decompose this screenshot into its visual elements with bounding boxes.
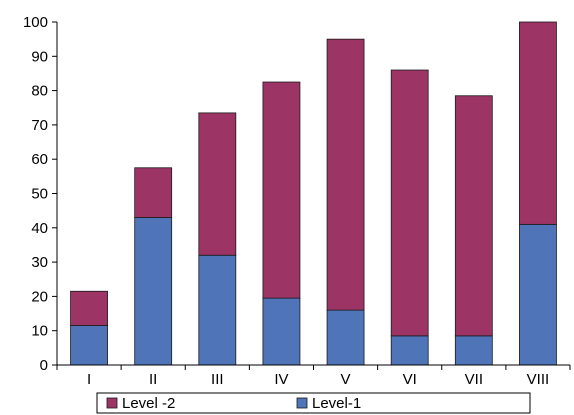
legend-box bbox=[96, 392, 531, 414]
bar-level-2-viii bbox=[519, 21, 557, 225]
x-tick-label: IV bbox=[274, 371, 288, 388]
bar-level-1-iii bbox=[198, 254, 237, 366]
x-tick-label: V bbox=[341, 371, 351, 388]
y-tick-label: 0 bbox=[40, 357, 48, 374]
bar-level-2-ii bbox=[134, 167, 173, 218]
legend-label: Level-1 bbox=[312, 395, 361, 412]
bar-level-2-i bbox=[70, 290, 108, 326]
bar-level-1-ii bbox=[134, 217, 173, 366]
y-tick-label: 70 bbox=[31, 117, 48, 134]
y-tick-label: 100 bbox=[23, 14, 48, 31]
x-tick-label: VIII bbox=[527, 371, 550, 388]
x-tick-label: I bbox=[87, 371, 91, 388]
y-tick-label: 80 bbox=[31, 83, 48, 100]
bar-level-2-v bbox=[326, 38, 365, 311]
bar-level-1-vi bbox=[390, 335, 429, 366]
y-tick-label: 20 bbox=[31, 288, 48, 305]
y-tick-label: 10 bbox=[31, 323, 48, 340]
legend: Level -2 Level-1 bbox=[96, 392, 531, 414]
x-axis: I II III IV V VI VII VIII bbox=[56, 365, 571, 388]
bar-level-1-viii bbox=[519, 223, 557, 366]
x-tick-label: II bbox=[149, 371, 157, 388]
bars bbox=[70, 21, 557, 366]
bar-level-1-v bbox=[326, 309, 365, 366]
bar-level-1-vii bbox=[454, 335, 493, 366]
y-axis: 0 10 20 30 40 50 60 70 80 90 100 bbox=[23, 14, 57, 374]
legend-swatch bbox=[296, 397, 308, 409]
legend-label: Level -2 bbox=[122, 395, 175, 412]
legend-swatch bbox=[106, 397, 118, 409]
axis-lines bbox=[56, 22, 570, 366]
y-tick-label: 50 bbox=[31, 186, 48, 203]
bar-level-2-iii bbox=[198, 112, 237, 256]
bar-level-2-vi bbox=[390, 69, 429, 337]
bar-level-1-iv bbox=[262, 297, 301, 366]
y-tick-label: 40 bbox=[31, 220, 48, 237]
y-tick-label: 60 bbox=[31, 151, 48, 168]
bar-level-2-vii bbox=[454, 95, 493, 337]
y-tick-label: 90 bbox=[31, 48, 48, 65]
x-tick-label: VI bbox=[403, 371, 417, 388]
bar-level-1-i bbox=[70, 325, 108, 366]
x-tick-label: VII bbox=[465, 371, 483, 388]
bar-level-2-iv bbox=[262, 81, 301, 299]
x-tick-label: III bbox=[211, 371, 224, 388]
y-tick-label: 30 bbox=[31, 254, 48, 271]
